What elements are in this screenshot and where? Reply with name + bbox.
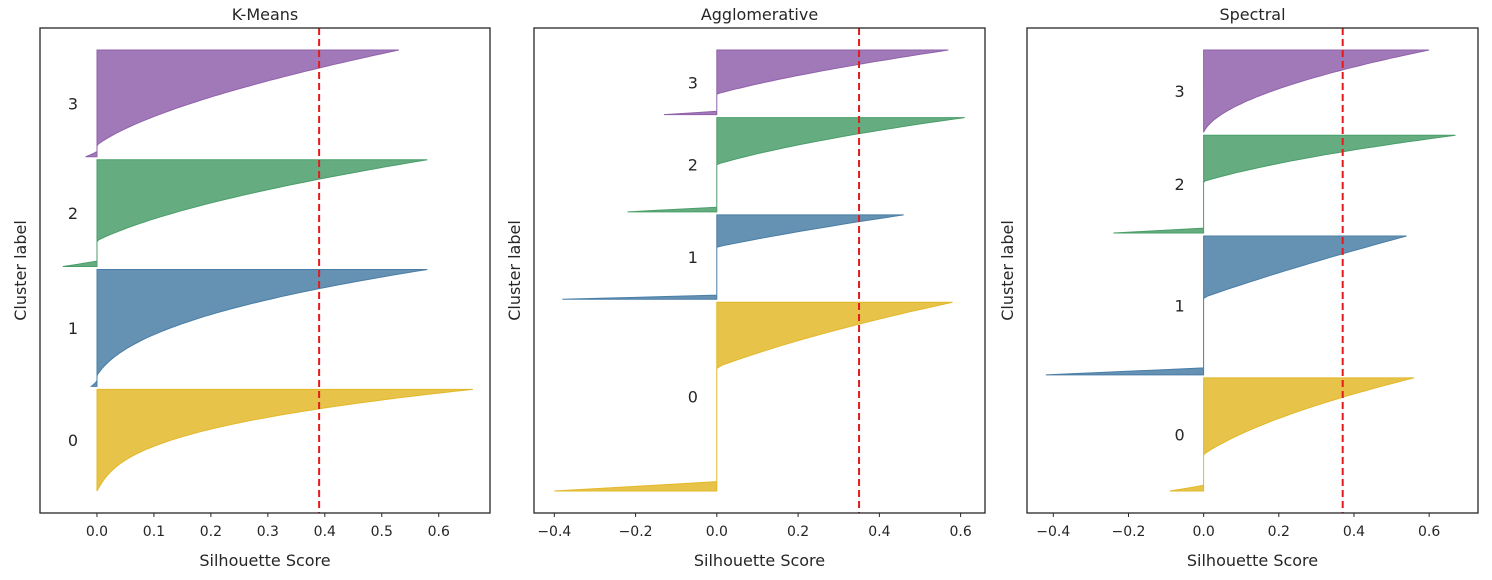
cluster-label-0: 0: [688, 388, 698, 407]
cluster-1-silhouette: [1045, 235, 1407, 376]
x-axis-label: Silhouette Score: [1187, 551, 1318, 570]
x-tick-label: 0.1: [143, 524, 165, 540]
cluster-label-3: 3: [688, 73, 698, 92]
panel-spectral: 0 1 2 3 −0.4 −0.2 0.0 0.2 0.4 0.6 Spectral Silhouet…: [998, 5, 1479, 570]
cluster-label-0: 0: [1175, 425, 1185, 444]
cluster-2-silhouette: [627, 117, 965, 213]
x-axis-label: Silhouette Score: [199, 551, 330, 570]
axes-frame: [533, 27, 986, 514]
cluster-label-3: 3: [68, 94, 78, 113]
panel-title: Spectral: [1219, 5, 1285, 24]
cluster-1-silhouette: [562, 214, 904, 300]
x-tick-label: −0.2: [619, 524, 653, 540]
x-tick-label: −0.4: [537, 524, 571, 540]
cluster-2-silhouette: [62, 159, 428, 267]
cluster-3-silhouette: [663, 49, 949, 116]
cluster-0-silhouette: [1169, 377, 1415, 492]
y-axis-label: Cluster label: [11, 220, 30, 321]
cluster-label-2: 2: [68, 204, 78, 223]
panel-title: K-Means: [232, 5, 299, 24]
panel-title: Agglomerative: [701, 5, 818, 24]
x-tick-label: 0.4: [868, 524, 890, 540]
x-tick-label: 0.6: [428, 524, 450, 540]
cluster-0-silhouette: [554, 301, 953, 492]
x-tick-label: 0.2: [787, 524, 809, 540]
x-tick-label: 0.0: [706, 524, 728, 540]
cluster-3-silhouette: [85, 49, 400, 158]
x-tick-label: −0.4: [1036, 524, 1070, 540]
x-tick-label: 0.2: [200, 524, 222, 540]
cluster-label-1: 1: [1175, 296, 1185, 315]
cluster-3-silhouette: [1203, 49, 1430, 133]
cluster-label-2: 2: [1175, 175, 1185, 194]
x-tick-label: 0.4: [1343, 524, 1365, 540]
panel-k-means: 0 1 2 3 0.0 0.1 0.2 0.3 0.4 0.5 0.6 K-Means Silhouet…: [11, 5, 491, 570]
x-tick-label: 0.0: [86, 524, 108, 540]
x-tick-label: 0.6: [1418, 524, 1440, 540]
x-tick-label: −0.2: [1111, 524, 1145, 540]
panel-agglomerative: 0 1 2 3 −0.4 −0.2 0.0 0.2 0.4 0.6 Agglomerative Sil…: [505, 5, 986, 570]
cluster-label-1: 1: [688, 248, 698, 267]
y-axis-label: Cluster label: [505, 220, 524, 321]
cluster-1-silhouette: [89, 269, 428, 387]
x-tick-label: 0.2: [1268, 524, 1290, 540]
cluster-label-1: 1: [68, 319, 78, 338]
x-tick-label: 0.0: [1193, 524, 1215, 540]
cluster-label-0: 0: [68, 431, 78, 450]
x-tick-label: 0.4: [314, 524, 336, 540]
x-tick-label: 0.5: [371, 524, 393, 540]
y-axis-label: Cluster label: [998, 220, 1017, 321]
cluster-0-silhouette: [96, 388, 473, 492]
x-tick-label: 0.6: [949, 524, 971, 540]
cluster-label-3: 3: [1175, 82, 1185, 101]
axes-frame: [1026, 27, 1479, 514]
x-tick-label: 0.3: [257, 524, 279, 540]
cluster-label-2: 2: [688, 156, 698, 175]
axes-frame: [39, 27, 491, 514]
cluster-2-silhouette: [1113, 134, 1456, 234]
x-axis-label: Silhouette Score: [694, 551, 825, 570]
